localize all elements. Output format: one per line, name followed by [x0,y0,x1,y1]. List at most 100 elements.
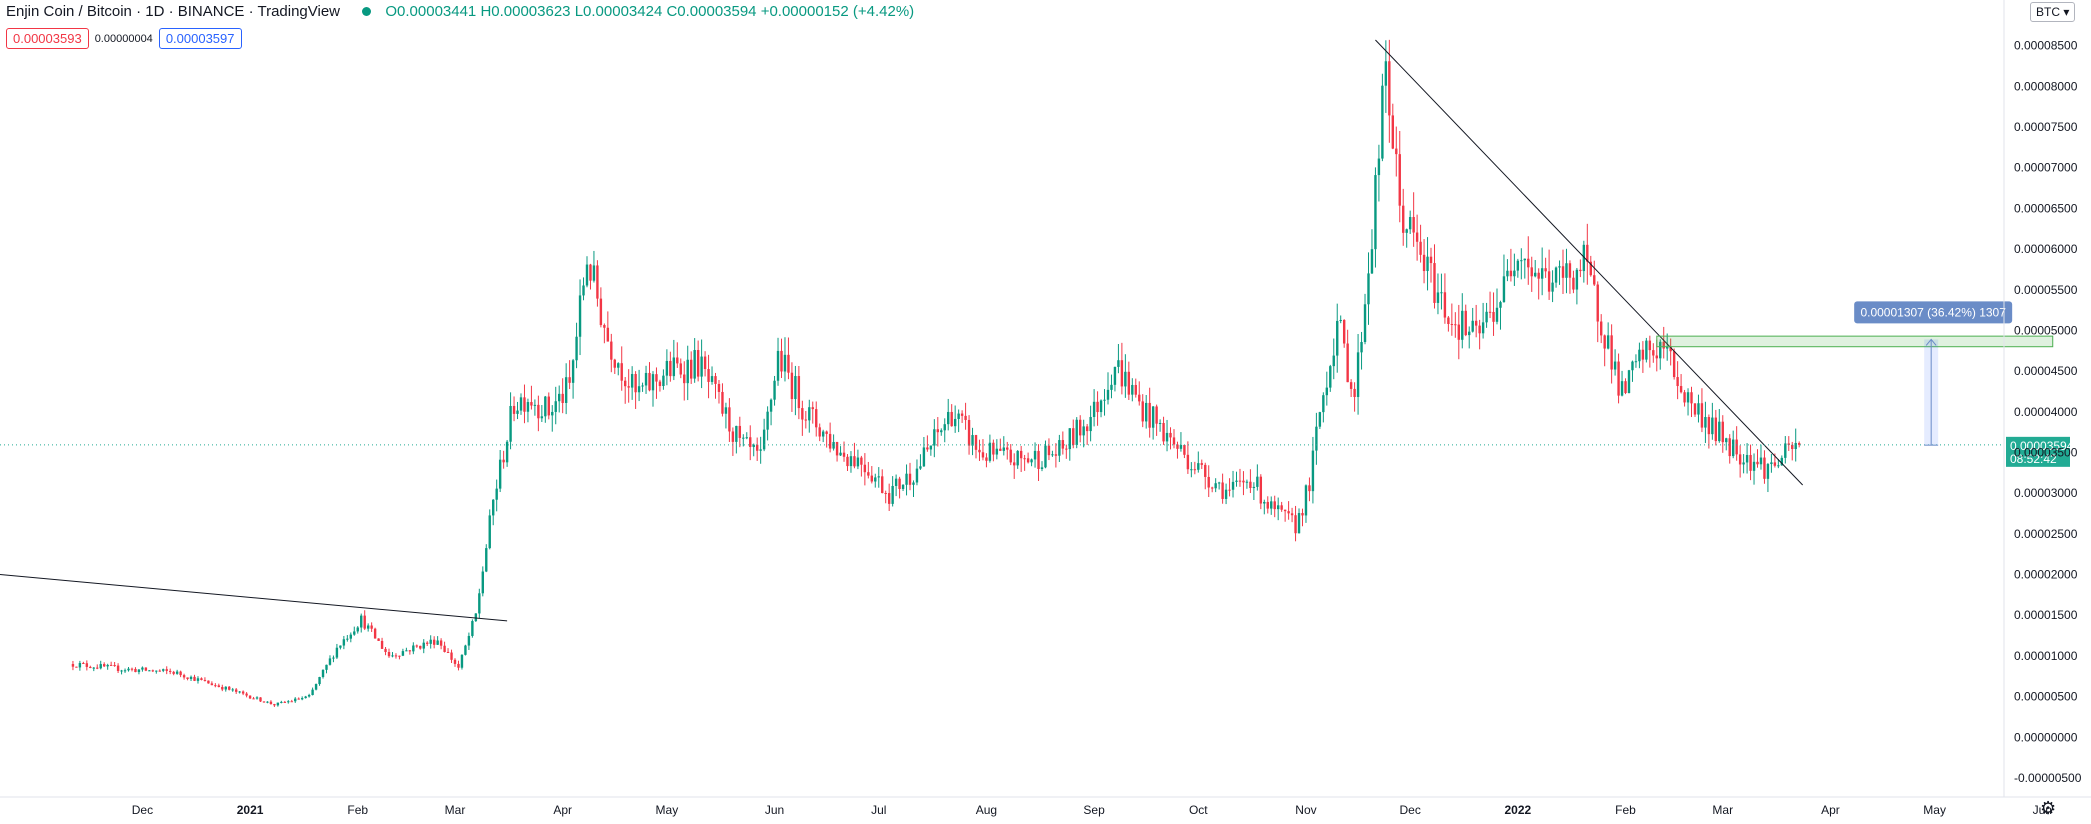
candle-body [1645,340,1648,360]
candle-body [1488,311,1492,313]
x-tick-label: May [1923,803,1946,817]
candle-body [391,655,394,657]
candle-body [1704,417,1707,428]
candle-body [1162,423,1165,442]
candle-body [245,693,248,696]
candle-body [787,354,790,373]
candle-body [620,363,623,381]
candle-body [596,265,599,299]
candle-body [1648,340,1652,351]
candle-body [512,405,516,414]
candle-body [363,615,366,629]
candle-body [735,425,738,442]
candle-body [610,341,613,360]
buy-price-button[interactable]: 0.00003597 [158,28,242,49]
candle-body [1561,266,1565,278]
candle-body [766,411,769,430]
trendline[interactable] [0,574,508,622]
candle-body [1770,462,1773,465]
candle-body [1318,412,1322,427]
candle-body [1707,417,1711,435]
candle-body [1165,432,1169,442]
candle-body [1079,419,1082,436]
candle-body [578,295,582,337]
candle-body [1054,454,1058,456]
y-tick-label: -0.00000500 [2014,771,2082,785]
candle-body [300,698,304,700]
candle-body [818,427,821,437]
candle-body [318,677,321,685]
candle-body [297,698,300,700]
candle-body [599,298,603,326]
candle-body [1065,448,1068,450]
candle-body [964,415,967,420]
candle-body [1356,352,1360,397]
candle-body [1200,463,1203,465]
candle-body [644,372,648,386]
y-tick-label: 0.00008000 [2014,79,2078,93]
candle-body [488,515,491,549]
symbol-title[interactable]: Enjin Coin / Bitcoin · 1D · BINANCE · Tr… [6,3,341,20]
candle-body [516,410,519,414]
candle-body [1217,482,1221,484]
candle-body [724,407,728,414]
candle-body [1033,450,1037,460]
y-tick-label: 0.00008500 [2014,39,2078,53]
candle-body [974,435,978,450]
x-tick-label: Jun [765,803,784,817]
candle-body [1742,462,1745,465]
candle-body [349,634,353,639]
candle-body [1061,440,1065,449]
candle-body [683,374,686,384]
x-tick-label: Apr [553,803,572,817]
candle-body [1443,292,1447,318]
candle-body [592,265,596,281]
target-zone[interactable] [1656,335,2054,348]
candle-body [585,264,589,286]
candle-body [1457,324,1460,340]
candle-body [1037,450,1040,469]
candle-body [408,650,412,652]
candle-body [78,662,82,668]
sell-price-button[interactable]: 0.00003593 [6,28,89,49]
candle-body [1405,229,1408,233]
candle-body [1558,266,1561,268]
candle-body [1735,439,1738,455]
candle-body [603,325,606,328]
y-tick-label: 0.00006500 [2014,201,2078,215]
y-tick-label: 0.00007000 [2014,161,2078,175]
candle-body [999,448,1002,451]
candle-body [1662,341,1665,349]
last-price-badge[interactable] [2006,436,2070,467]
candle-body [1766,464,1770,479]
y-tick-label: 0.00000500 [2014,690,2078,704]
x-tick-label: Sep [1083,803,1105,817]
candle-body [436,640,439,645]
candle-body [1669,346,1672,352]
candle-body [106,664,109,667]
candle-body [915,468,919,483]
x-tick-label: Oct [1189,803,1208,817]
candle-body [1797,443,1801,445]
candle-body [606,327,610,342]
time-axis[interactable]: Dec 2021 Feb Mar Apr May Jun Jul Aug Sep Oct Nov Dec… [132,803,2052,817]
candle-body [498,459,502,489]
candle-body [314,684,318,690]
candle-body [1155,406,1158,424]
candle-body [950,411,953,427]
candle-body [1620,381,1624,396]
y-tick-label: 0.00003500 [2014,445,2078,459]
candle-body [325,664,328,670]
candle-body [1006,447,1009,450]
candle-body [276,702,280,706]
candle-body [1332,355,1335,367]
candle-body [1666,346,1669,349]
currency-button[interactable]: BTC ▾ [2030,2,2076,22]
gear-icon[interactable]: ⚙ [2040,798,2057,818]
price-axis[interactable]: 0.00008500 0.00008000 0.00007500 0.00007000… [2014,39,2082,785]
trendline[interactable] [1375,39,1804,486]
candle-body [1304,485,1308,516]
candle-body [1589,261,1592,276]
candle-body [123,670,127,672]
